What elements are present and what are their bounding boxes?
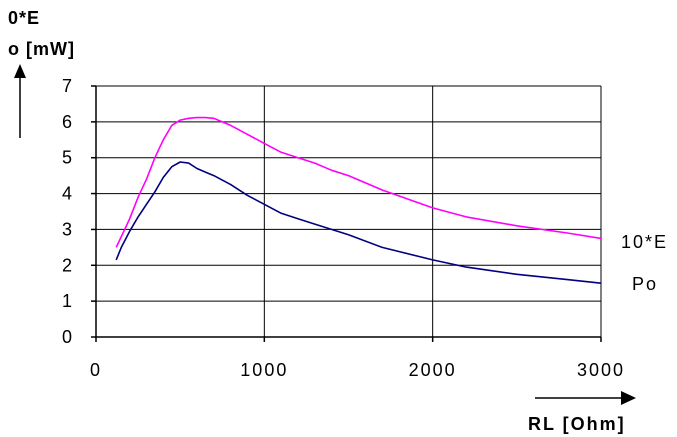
y-tick-label: 0: [62, 327, 74, 347]
y-tick-label: 5: [62, 148, 74, 168]
y-tick-labels: 0 1 2 3 4 5 6 7: [62, 76, 74, 347]
y-tick-label: 2: [62, 255, 74, 275]
x-axis-label: RL [Ohm]: [528, 414, 626, 434]
y-axis-label-line-1: 0*E: [8, 8, 40, 28]
series-labels: 10*E Po: [621, 232, 668, 294]
y-tick-label: 1: [62, 291, 74, 311]
x-tick-label: 1000: [240, 360, 288, 380]
grid-lines: [95, 85, 602, 338]
series-line-po: [115, 161, 602, 284]
series-layer: [115, 116, 602, 284]
y-tick-label: 6: [62, 112, 74, 132]
x-tick-label: 3000: [577, 360, 625, 380]
series-label: 10*E: [621, 232, 668, 252]
x-axis-arrow-icon: [535, 391, 636, 405]
axes: [91, 85, 602, 342]
x-tick-labels: 0 1000 2000 3000: [90, 360, 625, 380]
x-tick-label: 2000: [409, 360, 457, 380]
y-tick-label: 7: [62, 76, 74, 96]
y-axis-arrow-icon: [14, 64, 26, 138]
series-label: Po: [632, 274, 658, 294]
y-tick-label: 4: [62, 184, 74, 204]
y-axis-label-line-2: o [mW]: [8, 39, 75, 59]
x-tick-label: 0: [90, 360, 102, 380]
y-tick-label: 3: [62, 219, 74, 239]
series-line-10-e: [115, 116, 602, 248]
